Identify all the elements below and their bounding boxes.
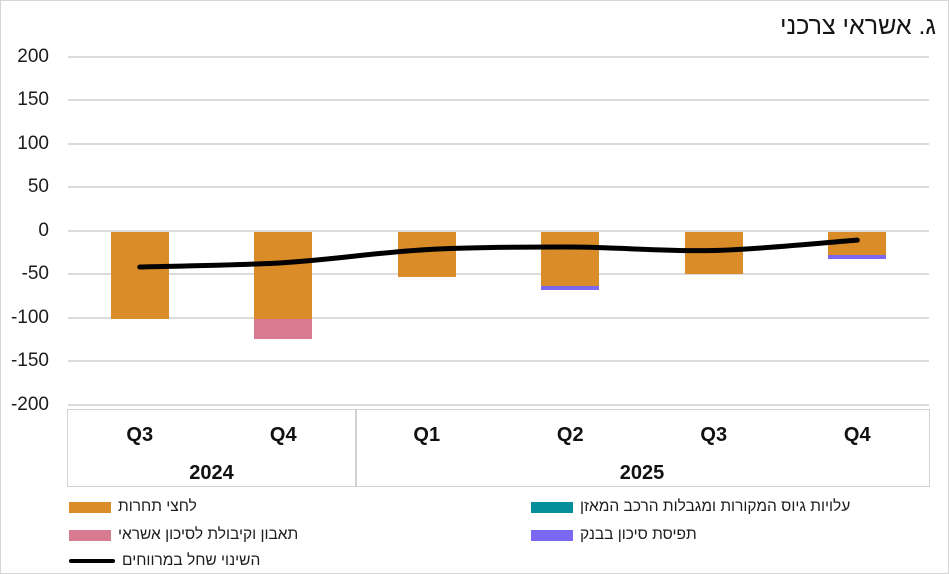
x-axis-label-box: Q3 Q4 Q1 Q2 Q3 Q4 2024 2025 (67, 409, 930, 487)
year-group-divider (355, 410, 357, 486)
gridline (68, 229, 929, 232)
bar-segment (254, 232, 313, 320)
legend-label: תאבון וקיבולת לסיכון אשראי (118, 526, 299, 543)
y-axis-tick-label: 0 (38, 219, 49, 241)
gridline (68, 316, 929, 319)
legend-label: תפיסת סיכון בבנק (580, 526, 697, 543)
y-axis-tick-label: -150 (10, 350, 49, 371)
y-axis-tick-label: -100 (10, 306, 49, 328)
gridline (68, 273, 929, 275)
quarter-label: Q4 (269, 424, 297, 446)
legend-color-swatch (69, 529, 111, 541)
gridline (68, 360, 929, 362)
y-axis-tick-label: 150 (17, 89, 49, 110)
legend-color-swatch (531, 501, 573, 513)
legend-color-swatch (531, 529, 573, 541)
chart-title: ג. אשראי צרכני (780, 12, 936, 40)
quarter-label: Q4 (843, 424, 871, 446)
legend-item: תאבון וקיבולת לסיכון אשראי (69, 526, 298, 544)
quarter-label: Q2 (556, 424, 584, 446)
legend-label: עלויות גיוס המקורות ומגבלות הרכב המאזן (580, 498, 851, 515)
y-axis-tick-label: -200 (10, 393, 49, 415)
gridline (68, 186, 929, 188)
legend-item: עלויות גיוס המקורות ומגבלות הרכב המאזן (531, 498, 850, 516)
y-axis-tick-label: 50 (27, 176, 49, 197)
legend-line-marker (69, 558, 115, 564)
legend-color-swatch (69, 501, 111, 513)
bar-segment (110, 232, 169, 320)
legend-item: תפיסת סיכון בבנק (531, 526, 697, 544)
quarter-label: Q1 (413, 424, 441, 446)
bar-segment (828, 254, 887, 260)
quarter-label: Q3 (700, 424, 728, 446)
year-label: 2024 (189, 462, 234, 484)
bar-segment (541, 232, 600, 287)
legend-label: השינוי שחל במרווחים (122, 552, 261, 569)
y-axis-tick-label: 200 (17, 45, 49, 67)
gridline (68, 142, 929, 145)
bar-segment (684, 232, 743, 274)
quarter-label: Q3 (126, 424, 154, 446)
y-axis-tick-label: 100 (17, 132, 49, 154)
bar-segment (828, 232, 887, 255)
margins-change-line (137, 237, 860, 270)
gridline (68, 403, 929, 406)
bar-segment (397, 232, 456, 278)
legend-item: השינוי שחל במרווחים (69, 552, 260, 570)
y-axis-tick-label: -50 (21, 263, 49, 284)
legend-label: לחצי תחרות (118, 498, 197, 515)
bar-segment (254, 319, 313, 340)
year-label: 2025 (619, 462, 665, 484)
legend-item: לחצי תחרות (69, 498, 197, 516)
gridline (68, 55, 929, 58)
gridline (68, 99, 929, 101)
bar-segment (541, 286, 600, 290)
